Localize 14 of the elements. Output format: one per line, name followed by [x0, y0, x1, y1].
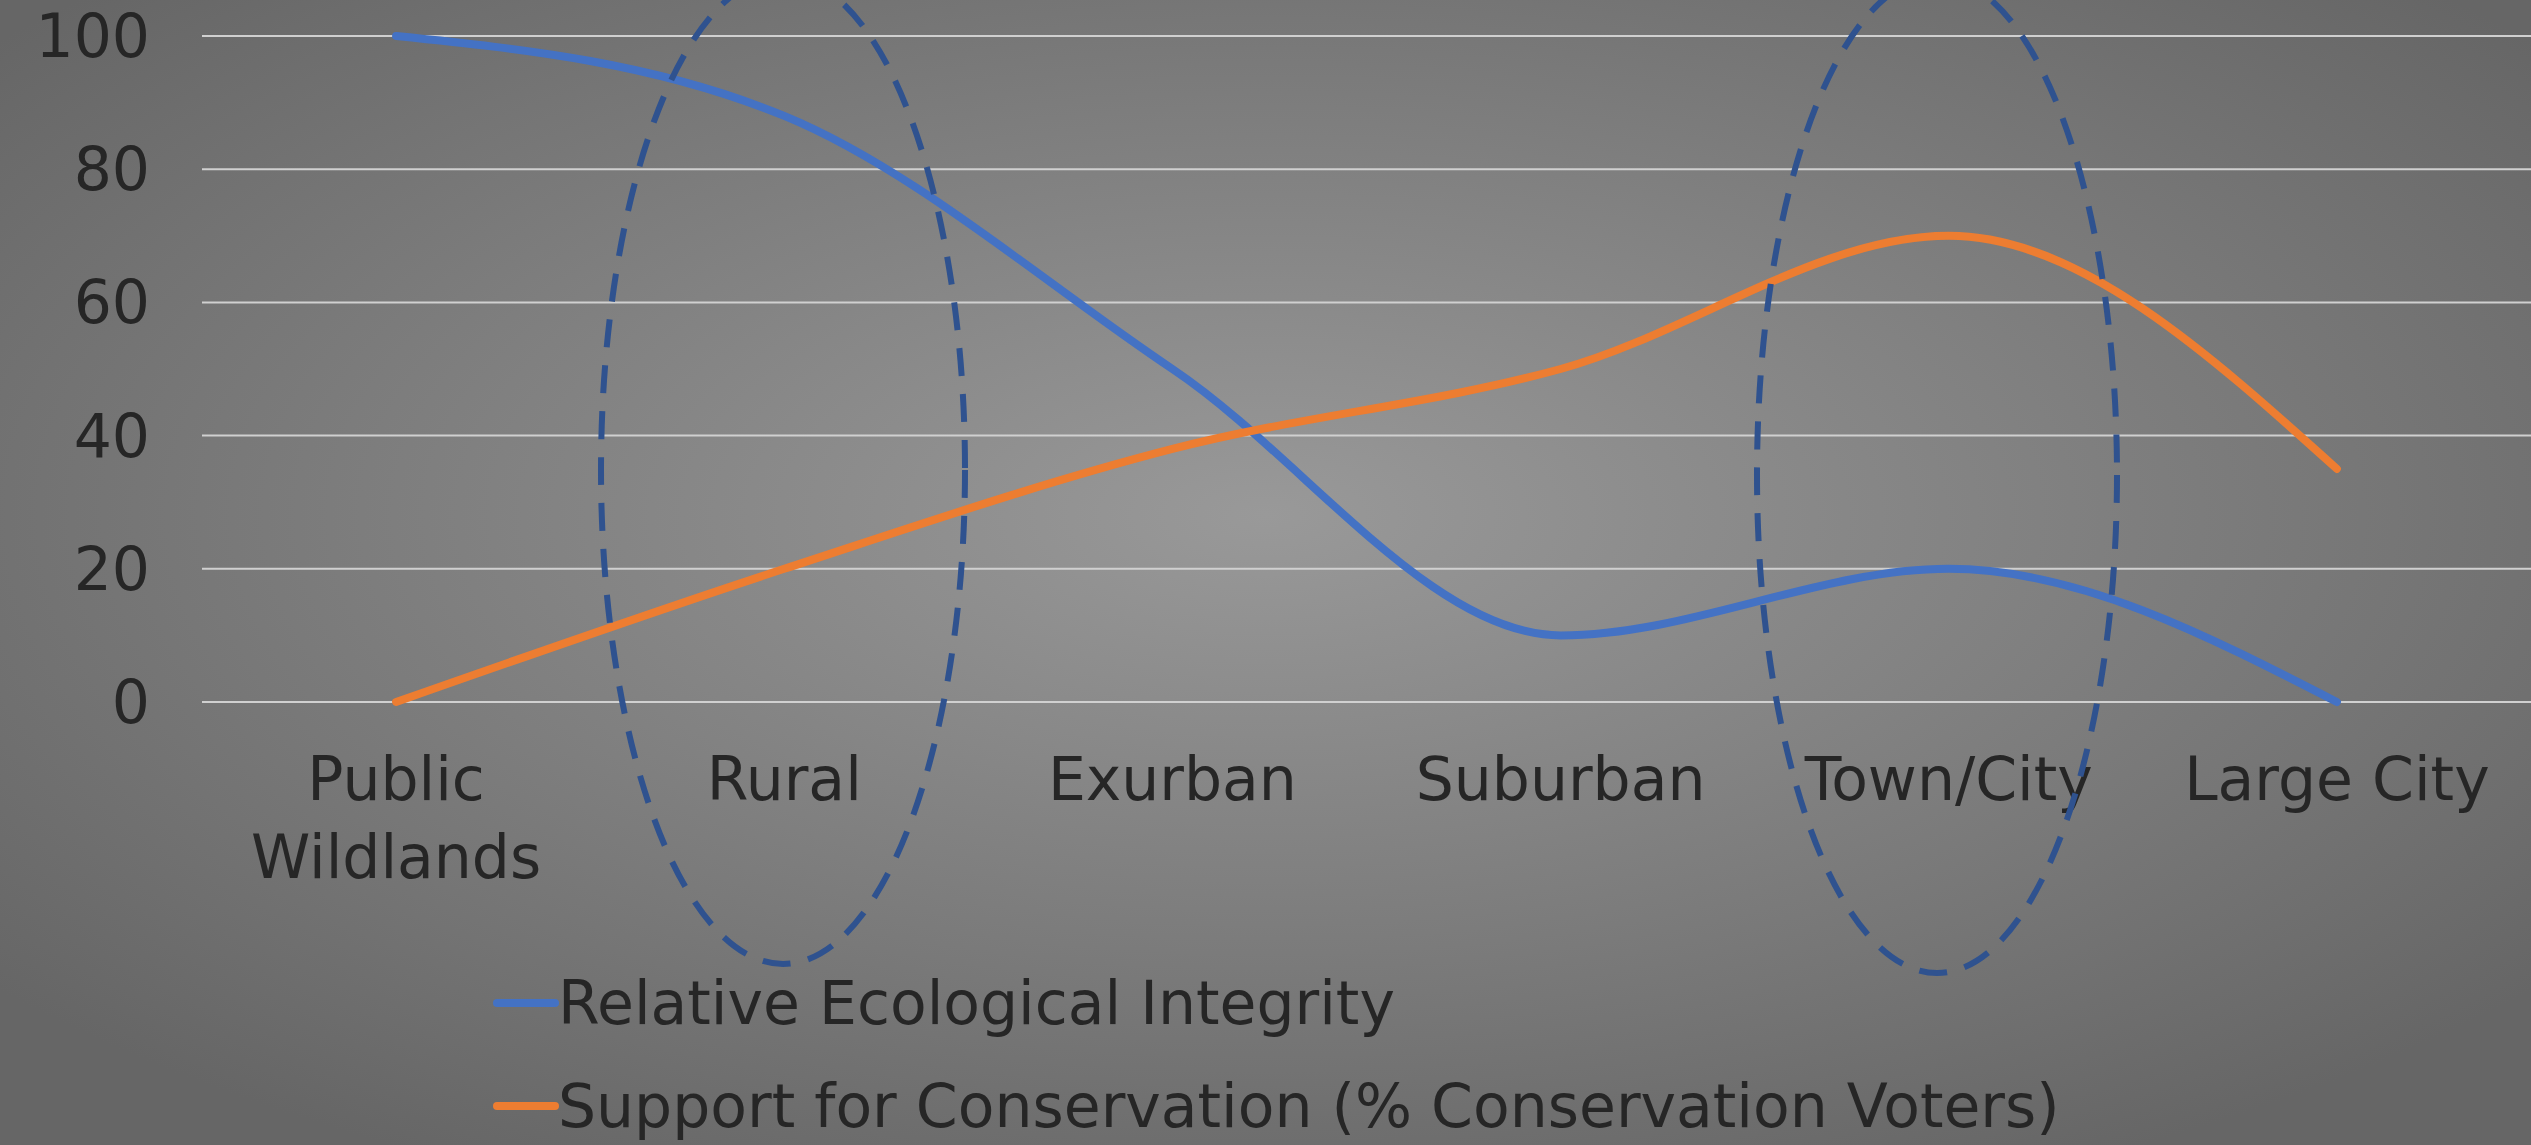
y-tick-label: 80	[73, 134, 150, 205]
x-tick-label: Town/City	[1803, 744, 2093, 814]
x-tick-label: Suburban	[1415, 744, 1706, 814]
y-tick-label: 0	[111, 667, 150, 737]
legend-label: Relative Ecological Integrity	[558, 968, 1395, 1038]
x-tick-label: Exurban	[1047, 744, 1297, 814]
legend-label: Support for Conservation (% Conservation Voters)	[558, 1071, 2060, 1141]
y-tick-label: 40	[73, 400, 150, 471]
x-tick-label: Large City	[2184, 744, 2490, 814]
y-tick-label: 100	[35, 1, 150, 71]
y-tick-label: 20	[73, 533, 150, 604]
y-tick-label: 60	[73, 267, 150, 338]
x-tick-label: Public Wildlands	[250, 744, 542, 892]
x-tick-label: Rural	[706, 744, 862, 814]
